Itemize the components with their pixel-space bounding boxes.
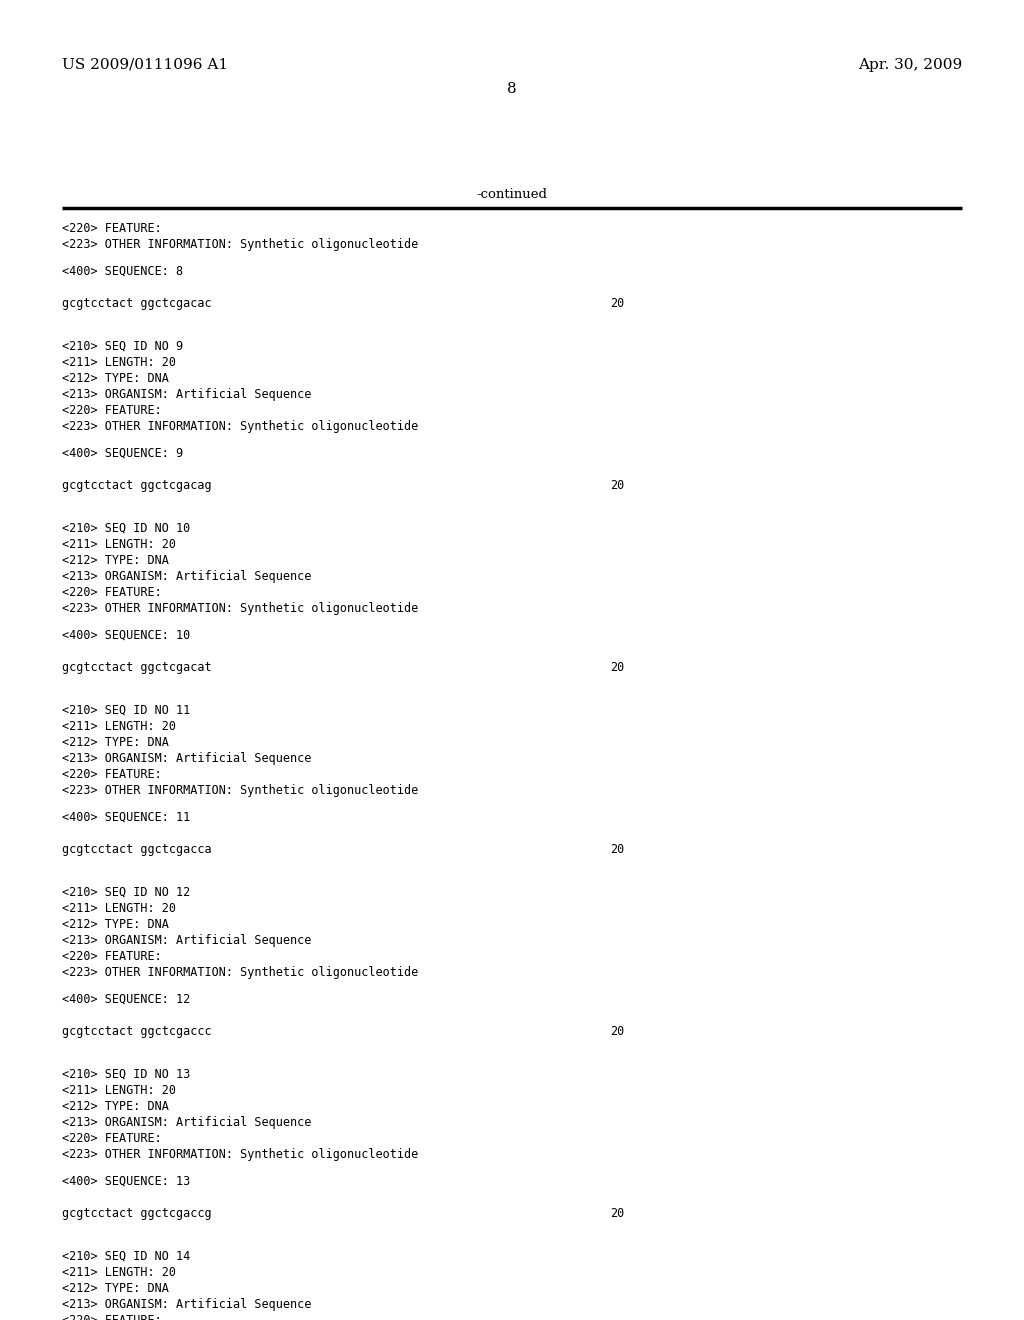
Text: <400> SEQUENCE: 8: <400> SEQUENCE: 8	[62, 265, 183, 279]
Text: <210> SEQ ID NO 12: <210> SEQ ID NO 12	[62, 886, 190, 899]
Text: <213> ORGANISM: Artificial Sequence: <213> ORGANISM: Artificial Sequence	[62, 1298, 311, 1311]
Text: gcgtcctact ggctcgacag: gcgtcctact ggctcgacag	[62, 479, 212, 492]
Text: <211> LENGTH: 20: <211> LENGTH: 20	[62, 902, 176, 915]
Text: <211> LENGTH: 20: <211> LENGTH: 20	[62, 719, 176, 733]
Text: <400> SEQUENCE: 9: <400> SEQUENCE: 9	[62, 447, 183, 459]
Text: 20: 20	[610, 479, 625, 492]
Text: <212> TYPE: DNA: <212> TYPE: DNA	[62, 1100, 169, 1113]
Text: <211> LENGTH: 20: <211> LENGTH: 20	[62, 356, 176, 370]
Text: <213> ORGANISM: Artificial Sequence: <213> ORGANISM: Artificial Sequence	[62, 388, 311, 401]
Text: 20: 20	[610, 843, 625, 855]
Text: <210> SEQ ID NO 13: <210> SEQ ID NO 13	[62, 1068, 190, 1081]
Text: gcgtcctact ggctcgacat: gcgtcctact ggctcgacat	[62, 661, 212, 675]
Text: 8: 8	[507, 82, 517, 96]
Text: <400> SEQUENCE: 12: <400> SEQUENCE: 12	[62, 993, 190, 1006]
Text: <213> ORGANISM: Artificial Sequence: <213> ORGANISM: Artificial Sequence	[62, 935, 311, 946]
Text: <212> TYPE: DNA: <212> TYPE: DNA	[62, 737, 169, 748]
Text: <223> OTHER INFORMATION: Synthetic oligonucleotide: <223> OTHER INFORMATION: Synthetic oligo…	[62, 784, 418, 797]
Text: <212> TYPE: DNA: <212> TYPE: DNA	[62, 554, 169, 568]
Text: <220> FEATURE:: <220> FEATURE:	[62, 222, 162, 235]
Text: <211> LENGTH: 20: <211> LENGTH: 20	[62, 1266, 176, 1279]
Text: -continued: -continued	[476, 187, 548, 201]
Text: <210> SEQ ID NO 9: <210> SEQ ID NO 9	[62, 341, 183, 352]
Text: <220> FEATURE:: <220> FEATURE:	[62, 768, 162, 781]
Text: 20: 20	[610, 661, 625, 675]
Text: <223> OTHER INFORMATION: Synthetic oligonucleotide: <223> OTHER INFORMATION: Synthetic oligo…	[62, 966, 418, 979]
Text: US 2009/0111096 A1: US 2009/0111096 A1	[62, 58, 228, 73]
Text: <220> FEATURE:: <220> FEATURE:	[62, 586, 162, 599]
Text: <210> SEQ ID NO 10: <210> SEQ ID NO 10	[62, 521, 190, 535]
Text: <210> SEQ ID NO 11: <210> SEQ ID NO 11	[62, 704, 190, 717]
Text: <220> FEATURE:: <220> FEATURE:	[62, 404, 162, 417]
Text: <223> OTHER INFORMATION: Synthetic oligonucleotide: <223> OTHER INFORMATION: Synthetic oligo…	[62, 602, 418, 615]
Text: <212> TYPE: DNA: <212> TYPE: DNA	[62, 372, 169, 385]
Text: <400> SEQUENCE: 11: <400> SEQUENCE: 11	[62, 810, 190, 824]
Text: <212> TYPE: DNA: <212> TYPE: DNA	[62, 917, 169, 931]
Text: gcgtcctact ggctcgacca: gcgtcctact ggctcgacca	[62, 843, 212, 855]
Text: gcgtcctact ggctcgacac: gcgtcctact ggctcgacac	[62, 297, 212, 310]
Text: Apr. 30, 2009: Apr. 30, 2009	[858, 58, 962, 73]
Text: <212> TYPE: DNA: <212> TYPE: DNA	[62, 1282, 169, 1295]
Text: 20: 20	[610, 1026, 625, 1038]
Text: <211> LENGTH: 20: <211> LENGTH: 20	[62, 1084, 176, 1097]
Text: <211> LENGTH: 20: <211> LENGTH: 20	[62, 539, 176, 550]
Text: 20: 20	[610, 297, 625, 310]
Text: gcgtcctact ggctcgaccc: gcgtcctact ggctcgaccc	[62, 1026, 212, 1038]
Text: <213> ORGANISM: Artificial Sequence: <213> ORGANISM: Artificial Sequence	[62, 570, 311, 583]
Text: <220> FEATURE:: <220> FEATURE:	[62, 950, 162, 964]
Text: 20: 20	[610, 1206, 625, 1220]
Text: <223> OTHER INFORMATION: Synthetic oligonucleotide: <223> OTHER INFORMATION: Synthetic oligo…	[62, 238, 418, 251]
Text: <213> ORGANISM: Artificial Sequence: <213> ORGANISM: Artificial Sequence	[62, 752, 311, 766]
Text: <220> FEATURE:: <220> FEATURE:	[62, 1133, 162, 1144]
Text: <210> SEQ ID NO 14: <210> SEQ ID NO 14	[62, 1250, 190, 1263]
Text: <213> ORGANISM: Artificial Sequence: <213> ORGANISM: Artificial Sequence	[62, 1115, 311, 1129]
Text: <223> OTHER INFORMATION: Synthetic oligonucleotide: <223> OTHER INFORMATION: Synthetic oligo…	[62, 420, 418, 433]
Text: <400> SEQUENCE: 10: <400> SEQUENCE: 10	[62, 630, 190, 642]
Text: <223> OTHER INFORMATION: Synthetic oligonucleotide: <223> OTHER INFORMATION: Synthetic oligo…	[62, 1148, 418, 1162]
Text: <220> FEATURE:: <220> FEATURE:	[62, 1313, 162, 1320]
Text: gcgtcctact ggctcgaccg: gcgtcctact ggctcgaccg	[62, 1206, 212, 1220]
Text: <400> SEQUENCE: 13: <400> SEQUENCE: 13	[62, 1175, 190, 1188]
